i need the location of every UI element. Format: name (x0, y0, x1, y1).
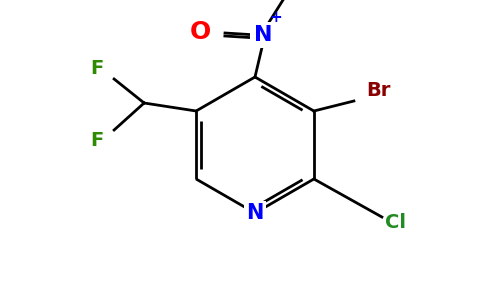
Text: Cl: Cl (385, 212, 406, 232)
Text: N: N (246, 203, 264, 223)
Text: F: F (90, 58, 103, 77)
Text: +: + (270, 10, 282, 25)
Text: N: N (254, 25, 272, 45)
Text: F: F (90, 131, 103, 151)
Text: Br: Br (366, 82, 390, 100)
Text: O: O (190, 20, 211, 44)
